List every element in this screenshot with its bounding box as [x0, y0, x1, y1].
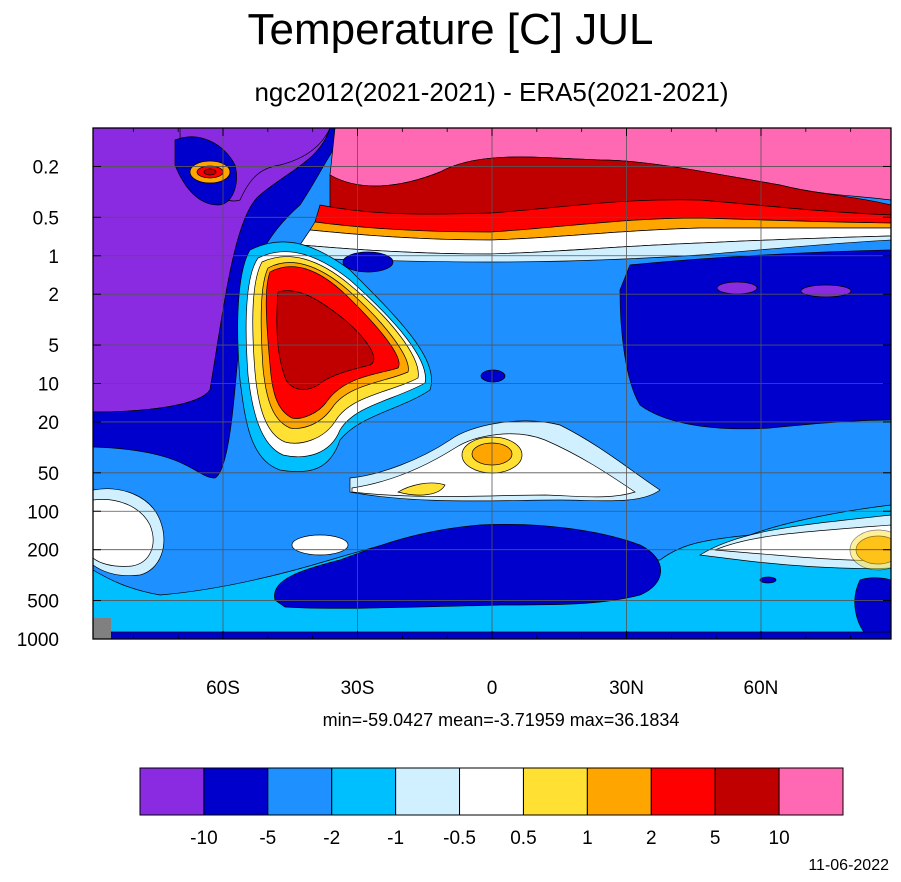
colorbar-label: -2: [323, 828, 340, 849]
contour-darkred-small: [203, 168, 217, 176]
x-tick-label: 60S: [206, 678, 240, 699]
colorbar-swatch: [267, 767, 333, 816]
contour-darkblue-right: [854, 577, 891, 639]
colorbar-label: -0.5: [443, 828, 476, 849]
colorbar-label: -5: [259, 828, 276, 849]
y-tick-label: 500: [27, 592, 59, 613]
grid-lines: [93, 128, 891, 640]
y-tick-label: 2: [48, 285, 59, 306]
colorbar-label: 1: [582, 828, 593, 849]
contour-darkblue-small2: [480, 369, 506, 383]
y-tick-label: 5: [48, 336, 59, 357]
colorbar-label: 5: [710, 828, 721, 849]
contour-purple-north2: [800, 284, 852, 298]
y-tick-label: 1000: [17, 630, 59, 651]
y-tick-label: 10: [38, 375, 59, 396]
colorbar-label: -10: [190, 828, 217, 849]
colorbar-swatch: [586, 767, 652, 816]
contour-yellow-eq2: [397, 482, 446, 496]
colorbar-label: 0.5: [510, 828, 536, 849]
colorbar-label: -1: [387, 828, 404, 849]
contour-darkblue-small1: [342, 251, 394, 273]
y-tick-label: 20: [38, 413, 59, 434]
colorbar-label: 10: [769, 828, 790, 849]
contour-darkblue-dot: [759, 576, 777, 584]
y-tick-label: 100: [27, 502, 59, 523]
contour-white-right: [714, 524, 891, 561]
x-tick-label: 0: [487, 678, 498, 699]
contour-darkblue-south: [93, 128, 351, 479]
topography-mask: [93, 618, 111, 639]
colorbar-swatch: [331, 767, 397, 816]
colorbar-swatch: [395, 767, 461, 816]
colorbar-swatch: [522, 767, 588, 816]
colorbar: -10 -5 -2 -1 -0.5 0.5 1 2 5 10: [139, 767, 844, 849]
colorbar-label: 2: [646, 828, 657, 849]
contour-white-mid: [291, 534, 349, 556]
colorbar-swatch: [778, 767, 844, 816]
contour-darkblue-lower: [274, 524, 661, 609]
contour-darkblue-north: [619, 249, 891, 430]
chart-subtitle: ngc2012(2021-2021) - ERA5(2021-2021): [254, 77, 729, 107]
x-axis: 60S 30S 0 30N 60N: [132, 128, 852, 699]
date-stamp: 11-06-2022: [808, 857, 889, 874]
y-tick-label: 200: [27, 541, 59, 562]
y-tick-label: 50: [38, 464, 59, 485]
y-axis: 0.2 0.5 1 2 5 10 20 50 100 200 500 1000: [17, 157, 891, 651]
colorbar-swatch: [650, 767, 716, 816]
colorbar-swatch: [139, 767, 205, 816]
x-tick-label: 60N: [744, 678, 779, 699]
colorbar-swatch: [203, 767, 269, 816]
stats-line: min=-59.0427 mean=-3.71959 max=36.1834: [322, 710, 680, 730]
y-tick-label: 0.2: [33, 157, 59, 178]
x-tick-label: 30S: [341, 678, 375, 699]
y-tick-label: 0.5: [33, 208, 59, 229]
colorbar-swatch: [714, 767, 780, 816]
y-tick-label: 1: [48, 247, 59, 268]
colorbar-swatch: [459, 767, 524, 816]
x-tick-label: 30N: [609, 678, 644, 699]
contour-darkred-blob: [276, 290, 375, 390]
contour-purple-north1: [716, 281, 758, 295]
chart-title: Temperature [C] JUL: [247, 5, 654, 54]
